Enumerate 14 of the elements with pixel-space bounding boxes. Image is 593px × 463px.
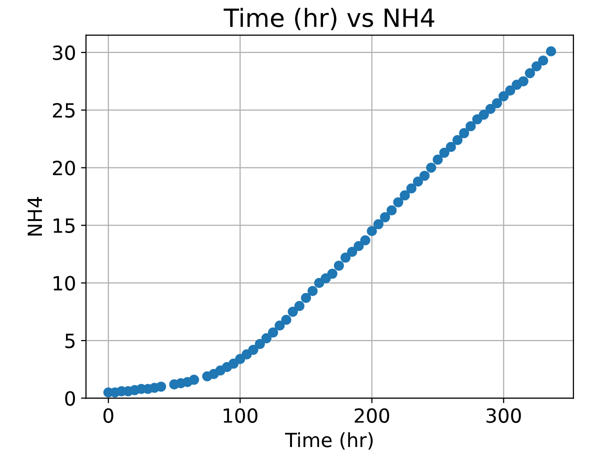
y-tick-label: 20	[52, 160, 75, 176]
y-tick-label: 0	[65, 391, 75, 406]
chart-title: Time (hr) vs NH4	[224, 8, 434, 30]
y-axis-title: NH4	[28, 197, 42, 236]
y-tick-label: 25	[52, 103, 75, 118]
y-tick-label: 30	[53, 45, 75, 60]
y-tick-label: 15	[54, 218, 75, 233]
x-axis-title: Time (hr)	[285, 432, 373, 450]
y-tick-label: 5	[65, 334, 75, 348]
x-tick-label: 0	[103, 408, 114, 423]
y-tick-label: 10	[54, 276, 75, 291]
x-tick-label: 100	[224, 408, 258, 423]
x-tick-label: 300	[486, 408, 521, 423]
x-tick-label: 200	[354, 408, 390, 423]
